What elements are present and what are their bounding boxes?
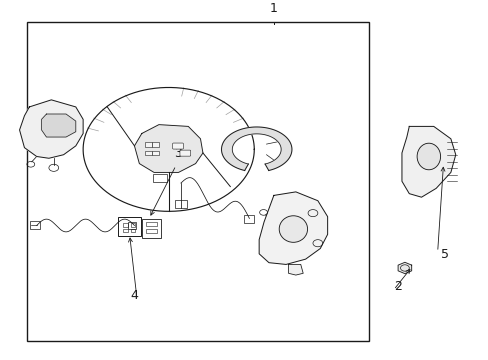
Bar [144, 142, 152, 147]
Bar [145, 222, 157, 226]
Polygon shape [221, 127, 291, 171]
Text: 5: 5 [440, 248, 448, 261]
Polygon shape [20, 100, 83, 158]
Bar [122, 224, 127, 226]
Bar [130, 224, 135, 226]
Bar [144, 151, 152, 156]
Text: 1: 1 [269, 2, 277, 15]
Bar [152, 151, 159, 156]
Bar [130, 229, 135, 232]
Bar [122, 229, 127, 232]
Polygon shape [288, 265, 303, 275]
Bar [27, 22, 368, 341]
Polygon shape [401, 126, 455, 197]
Bar [152, 142, 159, 147]
Polygon shape [41, 114, 76, 137]
FancyBboxPatch shape [172, 143, 183, 149]
Ellipse shape [279, 216, 307, 242]
Polygon shape [397, 262, 411, 274]
Polygon shape [259, 192, 327, 265]
Bar [145, 229, 157, 233]
Polygon shape [134, 125, 203, 172]
Ellipse shape [416, 143, 440, 170]
Text: 2: 2 [394, 280, 402, 293]
FancyBboxPatch shape [180, 150, 190, 156]
Text: 4: 4 [130, 289, 138, 302]
Text: 3: 3 [174, 147, 182, 160]
